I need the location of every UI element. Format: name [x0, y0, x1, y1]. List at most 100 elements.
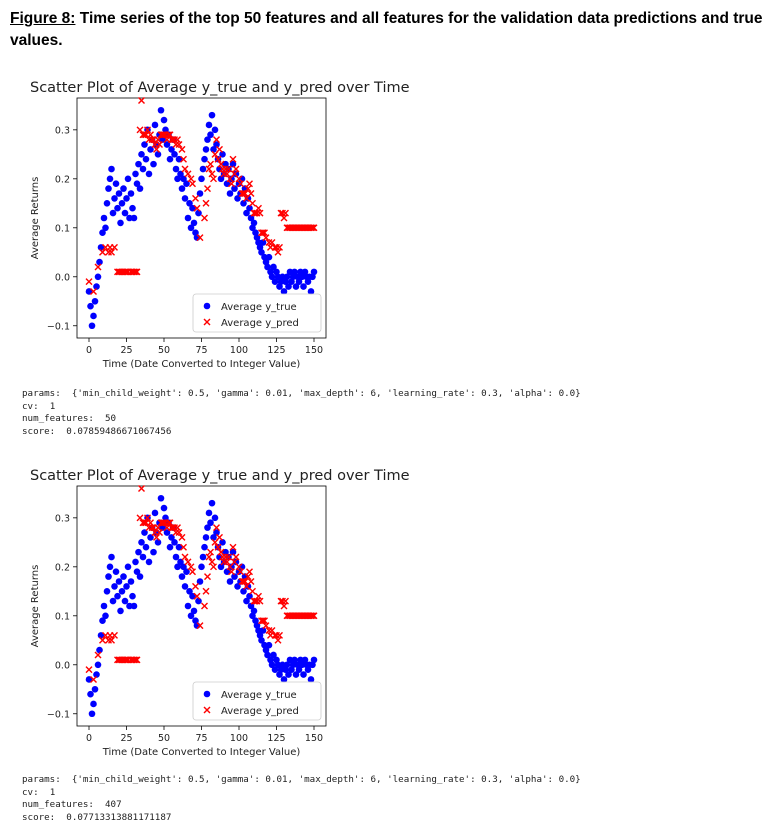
point-y-pred: [309, 612, 316, 620]
point-y-true: [118, 200, 126, 207]
point-y-pred: [111, 631, 118, 639]
point-y-true: [234, 583, 241, 590]
point-y-pred: [262, 622, 270, 630]
point-y-pred: [181, 165, 189, 173]
cv-label: cv:: [22, 786, 39, 798]
point-y-true: [172, 553, 180, 561]
point-y-pred: [153, 533, 160, 541]
point-y-true: [171, 151, 178, 158]
point-y-true: [112, 180, 120, 188]
point-y-pred: [132, 268, 139, 276]
point-y-true: [204, 136, 211, 143]
point-y-pred: [279, 209, 286, 217]
point-y-true: [118, 588, 126, 595]
point-y-pred: [85, 666, 93, 674]
point-y-pred: [180, 543, 187, 551]
legend-marker-y-true: [203, 690, 211, 698]
point-y-true: [139, 165, 147, 173]
point-y-true: [138, 151, 145, 158]
point-y-true: [190, 219, 198, 227]
point-y-true: [127, 578, 135, 585]
point-y-pred: [228, 180, 235, 188]
point-y-pred: [130, 268, 138, 276]
point-y-true: [235, 568, 243, 576]
num-features-value: 50: [105, 413, 117, 424]
point-y-pred: [99, 248, 106, 256]
point-y-pred: [276, 631, 283, 639]
point-y-true: [208, 499, 216, 507]
point-y-true: [268, 661, 276, 669]
point-y-true: [195, 209, 202, 217]
point-y-pred: [172, 141, 180, 149]
point-y-true: [129, 204, 136, 212]
point-y-true: [229, 160, 237, 168]
point-y-true: [111, 195, 118, 202]
point-y-true: [199, 553, 207, 561]
point-y-true: [295, 278, 303, 285]
point-y-true: [93, 283, 100, 290]
point-y-true: [130, 214, 138, 222]
point-y-true: [265, 253, 273, 261]
score-label: score:: [22, 425, 56, 437]
point-y-pred: [90, 675, 97, 683]
params-value: {'min_child_weight': 0.5, 'gamma': 0.01,…: [71, 388, 581, 399]
point-y-true: [175, 155, 183, 163]
point-y-pred: [108, 248, 115, 256]
point-y-pred: [253, 209, 261, 217]
point-y-pred: [180, 155, 187, 163]
point-y-true: [310, 268, 318, 276]
point-y-true: [93, 671, 100, 678]
point-y-pred: [121, 656, 129, 664]
point-y-pred: [249, 199, 256, 207]
point-y-pred: [279, 597, 286, 605]
point-y-true: [141, 141, 148, 148]
point-y-true: [87, 690, 94, 698]
point-y-true: [217, 563, 225, 571]
point-y-true: [147, 534, 154, 541]
point-y-pred: [202, 199, 210, 207]
y-tick-label: 0.1: [55, 611, 70, 622]
point-y-pred: [247, 578, 255, 586]
y-tick-label: −0.1: [47, 709, 70, 720]
point-y-true: [157, 494, 165, 502]
point-y-true: [171, 539, 178, 546]
point-y-true: [307, 676, 315, 683]
point-y-true: [183, 180, 190, 188]
point-y-pred: [282, 597, 289, 605]
point-y-true: [271, 278, 279, 285]
y-tick-label: 0.3: [55, 513, 70, 524]
x-tick-label: 100: [230, 345, 248, 356]
point-y-true: [94, 273, 102, 281]
chart-panel-1: Scatter Plot of Average y_true and y_pre…: [0, 72, 783, 442]
point-y-true: [160, 116, 168, 124]
point-y-true: [211, 126, 219, 134]
point-y-true: [120, 185, 127, 192]
point-y-pred: [208, 170, 216, 178]
point-y-pred: [174, 136, 181, 144]
point-y-true: [106, 563, 114, 571]
x-axis-label: Time (Date Converted to Integer Value): [102, 359, 301, 370]
point-y-true: [184, 214, 192, 222]
chart-title: Scatter Plot of Average y_true and y_pre…: [30, 468, 410, 484]
legend-label-y-true: Average y_true: [221, 302, 297, 313]
point-y-true: [162, 126, 169, 134]
point-y-pred: [130, 656, 138, 664]
point-y-true: [207, 131, 214, 139]
num-features-value: 407: [105, 799, 122, 810]
point-y-pred: [184, 170, 192, 178]
point-y-true: [102, 224, 109, 232]
legend-marker-y-pred: [203, 706, 211, 714]
point-y-pred: [310, 612, 318, 620]
point-y-true: [186, 200, 193, 207]
point-y-true: [100, 602, 108, 610]
point-y-true: [187, 224, 195, 232]
point-y-true: [292, 283, 300, 290]
point-y-true: [108, 165, 115, 173]
point-y-true: [133, 568, 141, 576]
point-y-true: [258, 248, 265, 256]
cv-value: 1: [49, 400, 56, 412]
scatter-chart-top50: Scatter Plot of Average y_true and y_pre…: [30, 80, 410, 370]
x-tick-label: 125: [267, 733, 285, 744]
point-y-pred: [232, 165, 240, 173]
point-y-true: [307, 288, 315, 295]
